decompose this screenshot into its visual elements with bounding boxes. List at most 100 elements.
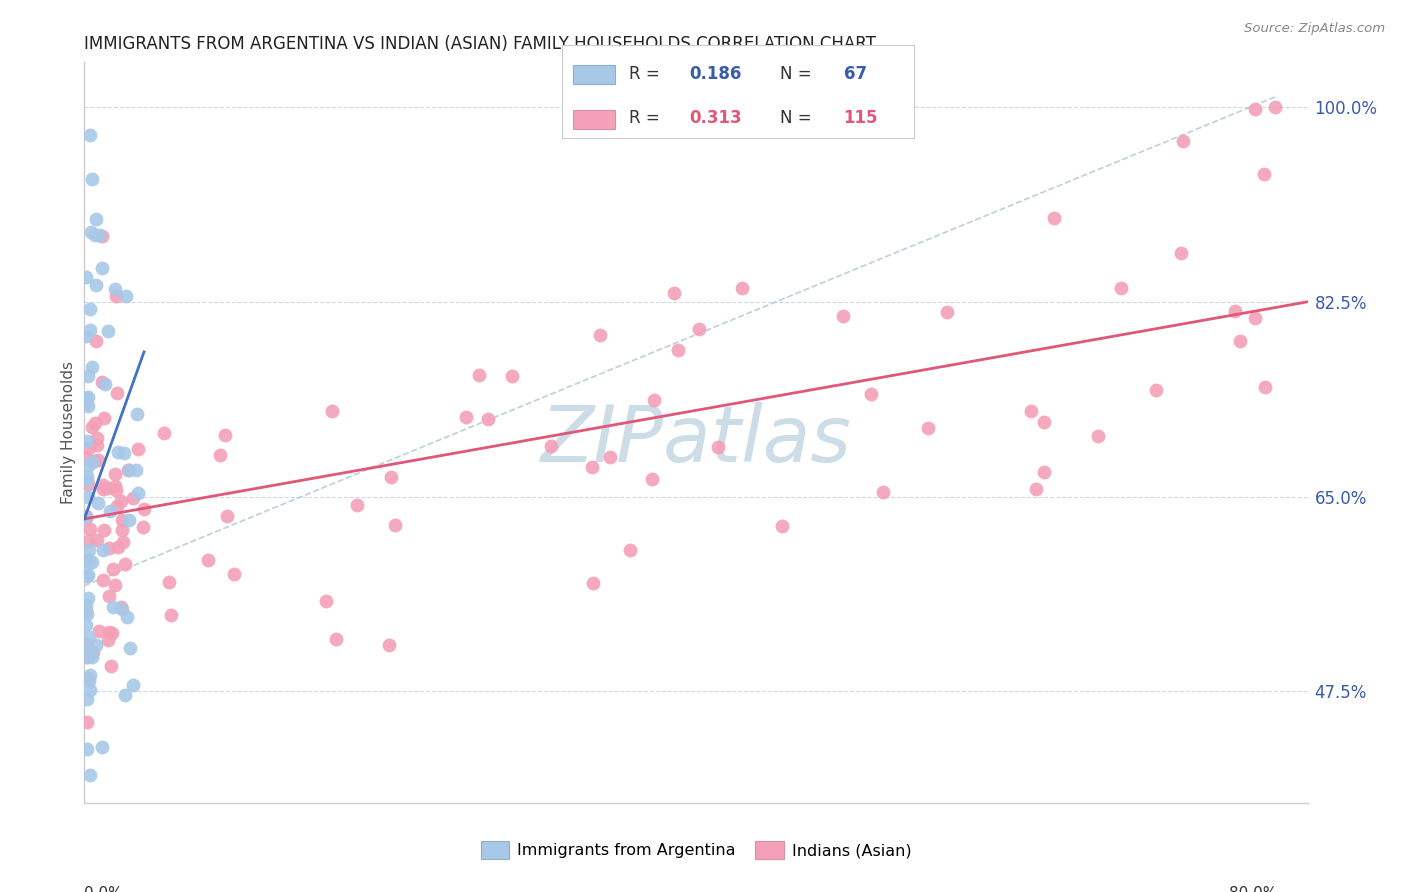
- Indians (Asian): [1171, 134, 1194, 148]
- Immigrants from Argentina: [75, 391, 97, 405]
- Immigrants from Argentina: [75, 329, 97, 343]
- Immigrants from Argentina: [86, 211, 108, 226]
- Indians (Asian): [93, 524, 115, 538]
- Immigrants from Argentina: [76, 691, 98, 706]
- Indians (Asian): [110, 600, 132, 615]
- Indians (Asian): [100, 658, 122, 673]
- Indians (Asian): [1229, 334, 1251, 349]
- Indians (Asian): [110, 494, 132, 508]
- Indians (Asian): [468, 368, 491, 382]
- Indians (Asian): [325, 632, 347, 646]
- Indians (Asian): [76, 641, 98, 656]
- Immigrants from Argentina: [76, 490, 98, 504]
- Indians (Asian): [1032, 465, 1054, 479]
- Immigrants from Argentina: [118, 513, 141, 527]
- Immigrants from Argentina: [76, 469, 98, 483]
- Indians (Asian): [127, 442, 149, 457]
- Indians (Asian): [217, 509, 239, 524]
- Indians (Asian): [1254, 380, 1277, 394]
- Indians (Asian): [75, 569, 97, 583]
- Text: 67: 67: [844, 65, 866, 83]
- Immigrants from Argentina: [80, 225, 103, 239]
- Indians (Asian): [157, 574, 180, 589]
- Text: R =: R =: [630, 65, 665, 83]
- Indians (Asian): [1043, 211, 1066, 225]
- Indians (Asian): [93, 410, 115, 425]
- Text: 0.0%: 0.0%: [84, 887, 124, 892]
- Indians (Asian): [917, 421, 939, 435]
- Indians (Asian): [76, 476, 98, 491]
- Indians (Asian): [1019, 404, 1042, 418]
- Indians (Asian): [1253, 167, 1275, 181]
- Indians (Asian): [122, 491, 145, 506]
- Immigrants from Argentina: [77, 674, 100, 689]
- Indians (Asian): [1244, 310, 1267, 325]
- Text: N =: N =: [780, 65, 817, 83]
- Indians (Asian): [97, 624, 120, 639]
- Immigrants from Argentina: [118, 463, 141, 477]
- Indians (Asian): [83, 454, 105, 468]
- Immigrants from Argentina: [79, 301, 101, 316]
- Indians (Asian): [706, 440, 728, 454]
- Indians (Asian): [84, 334, 107, 348]
- Legend: Immigrants from Argentina, Indians (Asian): Immigrants from Argentina, Indians (Asia…: [474, 835, 918, 865]
- Immigrants from Argentina: [75, 617, 97, 632]
- Immigrants from Argentina: [115, 610, 138, 624]
- Bar: [574, 111, 614, 129]
- Indians (Asian): [117, 463, 139, 477]
- Immigrants from Argentina: [76, 607, 98, 621]
- Indians (Asian): [1244, 102, 1267, 116]
- Indians (Asian): [75, 451, 97, 466]
- Indians (Asian): [111, 524, 134, 538]
- Immigrants from Argentina: [76, 458, 98, 473]
- Immigrants from Argentina: [89, 227, 111, 242]
- Indians (Asian): [222, 566, 245, 581]
- Indians (Asian): [209, 448, 232, 462]
- Indians (Asian): [380, 469, 402, 483]
- Indians (Asian): [104, 483, 127, 497]
- Indians (Asian): [75, 604, 97, 618]
- Indians (Asian): [86, 438, 108, 452]
- Indians (Asian): [111, 513, 134, 527]
- Indians (Asian): [97, 590, 120, 604]
- Text: 0.186: 0.186: [689, 65, 741, 83]
- Indians (Asian): [76, 714, 98, 729]
- Immigrants from Argentina: [77, 542, 100, 557]
- Immigrants from Argentina: [127, 485, 149, 500]
- Indians (Asian): [84, 417, 107, 431]
- Text: 80.0%: 80.0%: [1229, 887, 1278, 892]
- Bar: [574, 65, 614, 84]
- Immigrants from Argentina: [80, 455, 103, 469]
- Indians (Asian): [91, 478, 114, 492]
- Immigrants from Argentina: [76, 473, 98, 487]
- Immigrants from Argentina: [75, 598, 97, 612]
- Immigrants from Argentina: [76, 369, 98, 384]
- Indians (Asian): [454, 410, 477, 425]
- Immigrants from Argentina: [122, 678, 145, 692]
- Text: N =: N =: [780, 109, 817, 128]
- Indians (Asian): [91, 573, 114, 587]
- Indians (Asian): [114, 557, 136, 571]
- Indians (Asian): [153, 426, 176, 441]
- Indians (Asian): [77, 534, 100, 549]
- Indians (Asian): [101, 625, 124, 640]
- Immigrants from Argentina: [79, 128, 101, 142]
- Immigrants from Argentina: [79, 323, 101, 337]
- Indians (Asian): [1025, 482, 1047, 496]
- Indians (Asian): [581, 459, 603, 474]
- Immigrants from Argentina: [77, 568, 100, 582]
- Indians (Asian): [79, 523, 101, 537]
- Indians (Asian): [1032, 415, 1054, 429]
- Indians (Asian): [197, 552, 219, 566]
- Indians (Asian): [87, 624, 110, 639]
- Immigrants from Argentina: [111, 602, 134, 616]
- Text: IMMIGRANTS FROM ARGENTINA VS INDIAN (ASIAN) FAMILY HOUSEHOLDS CORRELATION CHART: IMMIGRANTS FROM ARGENTINA VS INDIAN (ASI…: [84, 35, 876, 53]
- Immigrants from Argentina: [91, 543, 114, 558]
- Indians (Asian): [98, 541, 121, 555]
- Indians (Asian): [1144, 384, 1167, 398]
- Indians (Asian): [378, 639, 401, 653]
- Indians (Asian): [619, 543, 641, 558]
- Immigrants from Argentina: [125, 407, 148, 421]
- Immigrants from Argentina: [77, 630, 100, 644]
- Immigrants from Argentina: [91, 261, 114, 276]
